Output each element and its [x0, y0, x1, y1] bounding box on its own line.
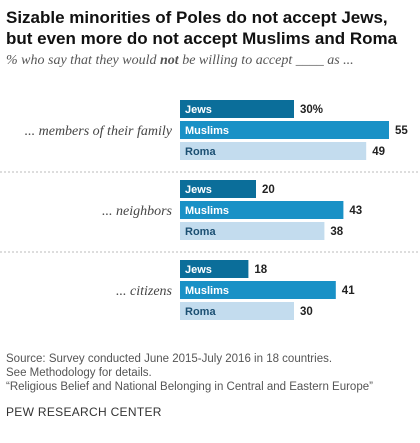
subtitle-end: be willing to accept ____ as ...	[178, 53, 354, 68]
series-label: Roma	[185, 226, 216, 238]
value-label: 55	[395, 125, 408, 137]
category-label: ... neighbors	[102, 204, 173, 219]
chart-title: Sizable minorities of Poles do not accep…	[6, 8, 398, 48]
series-label: Roma	[185, 146, 216, 158]
footer-notes: Source: Survey conducted June 2015-July …	[6, 352, 414, 394]
value-label: 43	[349, 205, 362, 217]
bar-roma	[180, 222, 325, 240]
value-label: 38	[330, 226, 343, 238]
value-label: 20	[262, 184, 275, 196]
bar-roma	[180, 302, 294, 320]
bar-muslims	[180, 281, 336, 299]
series-label: Jews	[185, 104, 212, 116]
value-label: 49	[372, 146, 385, 158]
chart-subtitle: % who say that they would not be willing…	[6, 53, 414, 69]
subtitle-emphasis: not	[160, 53, 179, 68]
series-label: Muslims	[185, 125, 229, 137]
value-label: 30%	[300, 104, 323, 116]
pew-research-center-logo: PEW RESEARCH CENTER	[6, 405, 162, 419]
methodology-note: See Methodology for details.	[6, 367, 152, 379]
category-label: ... members of their family	[25, 124, 173, 139]
bar-roma	[180, 142, 367, 160]
series-label: Jews	[185, 184, 212, 196]
bar-muslims	[180, 201, 344, 219]
series-label: Muslims	[185, 285, 229, 297]
bar-jews	[180, 100, 294, 118]
category-label: ... citizens	[116, 284, 173, 299]
series-label: Roma	[185, 306, 216, 318]
bar-jews	[180, 260, 249, 278]
bar-jews	[180, 180, 256, 198]
value-label: 18	[254, 264, 267, 276]
bar-chart: ... members of their family Jews 30% Muslim…	[0, 100, 420, 320]
series-label: Muslims	[185, 205, 229, 217]
value-label: 41	[342, 285, 355, 297]
source-note: Source: Survey conducted June 2015-July …	[6, 353, 333, 365]
bar-muslims	[180, 121, 389, 139]
value-label: 30	[300, 306, 313, 318]
series-label: Jews	[185, 264, 212, 276]
report-title-note: “Religious Belief and National Belonging…	[6, 381, 373, 393]
subtitle-start: % who say that they would	[6, 53, 160, 68]
